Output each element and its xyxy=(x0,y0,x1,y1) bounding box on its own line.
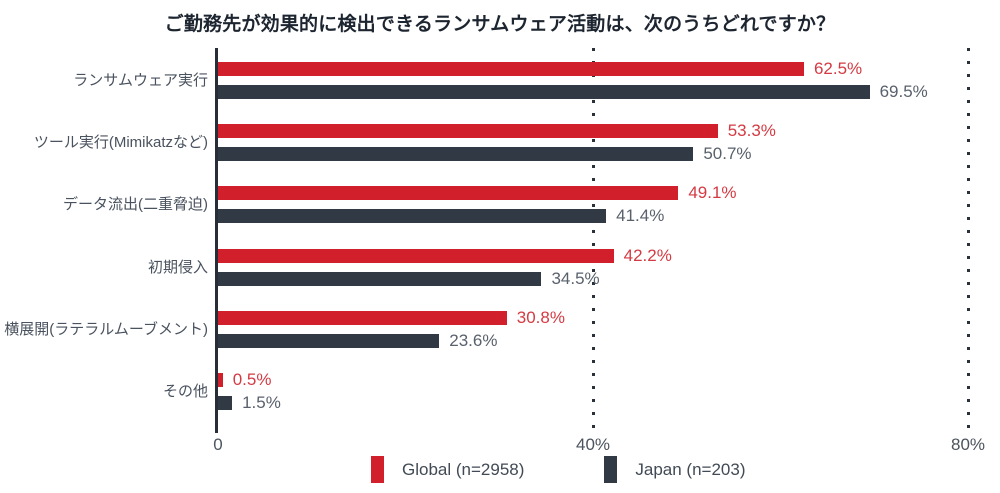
legend-item-global: Global (n=2958) xyxy=(371,456,524,483)
bar-series1 xyxy=(218,147,694,162)
value-label: 42.2% xyxy=(623,245,672,265)
bar-series1 xyxy=(218,209,607,224)
legend-label-japan: Japan (n=203) xyxy=(635,459,746,479)
bar-series0 xyxy=(218,186,679,201)
category-label: ランサムウェア実行 xyxy=(73,72,208,89)
chart-title: ご勤務先が効果的に検出できるランサムウェア活動は、次のうちどれですか？ xyxy=(164,14,836,35)
value-label: 23.6% xyxy=(449,330,498,350)
japan-swatch xyxy=(604,456,618,483)
bar-series1 xyxy=(218,333,440,348)
value-label: 49.1% xyxy=(688,183,737,203)
category-label: データ流出(二重脅迫) xyxy=(63,196,208,214)
category-label: 横展開(ラテラルムーブメント) xyxy=(4,320,208,338)
plot-area: ランサムウェア実行 62.5% 69.5% ツール実行(Mimikatzなど) 53.3… xyxy=(4,48,985,454)
bar-series1 xyxy=(218,85,870,99)
x-tick-label: 40% xyxy=(575,435,611,454)
bar-series1 xyxy=(218,396,233,410)
legend: Global (n=2958) Japan (n=203) xyxy=(371,456,746,483)
bar-series0 xyxy=(218,248,614,263)
value-label: 41.4% xyxy=(616,206,665,226)
value-label: 30.8% xyxy=(516,307,565,327)
category-label: 初期侵入 xyxy=(147,258,208,276)
gridline-80 xyxy=(966,48,970,430)
value-label: 1.5% xyxy=(242,393,281,412)
value-label: 53.3% xyxy=(727,121,776,141)
value-label: 0.5% xyxy=(232,370,272,389)
legend-item-japan: Japan (n=203) xyxy=(604,456,746,483)
category-label: その他 xyxy=(162,383,208,400)
value-label: 50.7% xyxy=(703,144,752,164)
bar-series0 xyxy=(218,310,507,325)
value-label: 62.5% xyxy=(813,59,863,78)
value-label: 69.5% xyxy=(879,82,928,101)
global-swatch xyxy=(371,456,384,483)
value-label: 34.5% xyxy=(551,268,600,288)
bar-series0 xyxy=(218,62,804,76)
y-axis-line xyxy=(215,48,218,433)
bar-series0 xyxy=(218,124,718,139)
x-tick-label: 0 xyxy=(213,435,223,454)
bar-series0 xyxy=(218,373,223,387)
bar-series1 xyxy=(218,271,542,286)
legend-label-global: Global (n=2958) xyxy=(402,459,525,479)
x-tick-label: 80% xyxy=(950,435,986,454)
category-label: ツール実行(Mimikatzなど) xyxy=(33,134,208,152)
gridline-40 xyxy=(591,48,595,430)
